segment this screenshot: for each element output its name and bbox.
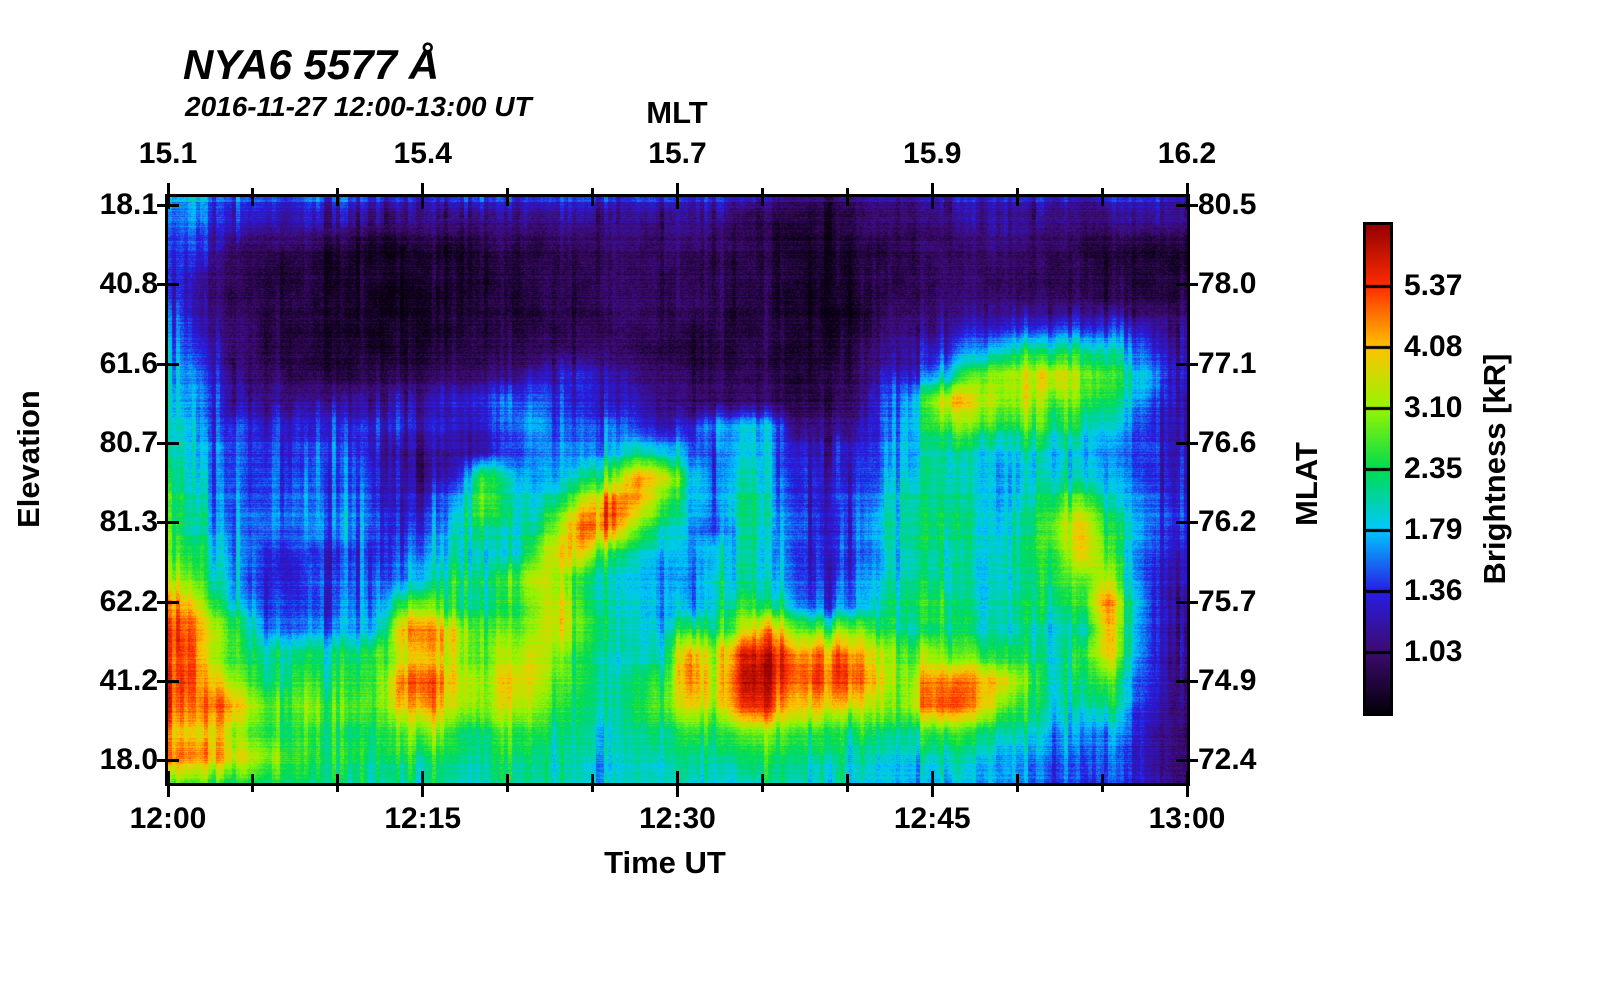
right-axis-tick-label: 76.2 [1198,505,1257,538]
bottom-axis-tick-label: 12:30 [639,802,716,835]
top-axis-minor-tick [251,188,255,206]
right-axis-tick [1176,520,1198,524]
colorbar-tick-label: 3.10 [1404,391,1463,424]
left-axis-tick [157,362,179,366]
top-axis-minor-tick [591,188,595,206]
bottom-axis-minor-tick [251,774,255,792]
bottom-axis-minor-tick [1015,774,1019,792]
left-axis-tick [157,758,179,762]
left-axis-tick [157,441,179,445]
right-axis-tick [1176,758,1198,762]
right-axis-tick-label: 77.1 [1198,347,1257,380]
top-axis-title: MLT [646,95,708,130]
bottom-axis-tick-label: 12:15 [384,802,462,835]
top-axis-minor-tick [506,188,510,206]
left-axis-tick-label: 62.2 [99,585,158,618]
top-axis-tick-label: 15.4 [393,137,452,170]
colorbar-tick-label: 1.79 [1404,513,1463,546]
right-axis-tick-label: 72.4 [1198,743,1257,776]
left-axis-tick-label: 18.1 [99,188,158,221]
left-axis-tick [157,282,179,286]
right-axis-tick-label: 78.0 [1198,267,1257,300]
top-axis-tick-label: 15.7 [648,137,707,170]
top-axis-minor-tick [845,188,849,206]
top-axis-major-tick [166,183,170,209]
bottom-axis-minor-tick [845,774,849,792]
bottom-axis-minor-tick [591,774,595,792]
right-axis-tick [1176,600,1198,604]
top-axis-major-tick [1185,183,1189,209]
bottom-axis-tick-label: 13:00 [1148,802,1226,835]
bottom-axis-major-tick [421,771,425,797]
left-axis-tick [157,679,179,683]
bottom-axis-title: Time UT [604,845,726,880]
bottom-axis-minor-tick [760,774,764,792]
right-axis-tick [1176,679,1198,683]
right-axis-tick [1176,203,1198,207]
bottom-axis-minor-tick [506,774,510,792]
plot-border [165,194,1190,786]
top-axis-tick-label: 15.9 [903,137,962,170]
left-axis-tick-label: 18.0 [99,743,158,776]
right-axis-tick-label: 75.7 [1198,585,1257,618]
bottom-axis-major-tick [930,771,934,797]
left-axis-tick [157,600,179,604]
top-axis-tick-label: 16.2 [1157,137,1217,170]
left-axis-tick [157,203,179,207]
colorbar-tick-label: 1.03 [1404,635,1463,668]
bottom-axis-tick-label: 12:45 [893,802,971,835]
bottom-axis-major-tick [166,771,170,797]
heatmap-canvas [168,197,1187,783]
left-axis-tick-label: 81.3 [99,505,158,538]
left-axis-tick-label: 61.6 [99,347,158,380]
right-axis-tick [1176,441,1198,445]
top-axis-major-tick [421,183,425,209]
bottom-axis-minor-tick [1100,774,1104,792]
plot-subtitle: 2016-11-27 12:00-13:00 UT [185,91,532,122]
colorbar-tick-label: 4.08 [1404,330,1463,363]
bottom-axis-major-tick [1185,771,1189,797]
top-axis-major-tick [676,183,679,209]
left-axis-tick-label: 40.8 [99,267,158,300]
bottom-axis-tick-label: 12:00 [129,802,207,835]
top-axis-major-tick [930,183,934,209]
left-axis-tick-label: 80.7 [99,426,158,459]
left-axis-tick-label: 41.2 [99,664,158,697]
right-axis-tick-label: 74.9 [1198,664,1257,697]
top-axis-tick-label: 15.1 [138,137,198,170]
plot-title: NYA6 5577 Å [183,41,440,88]
top-axis-minor-tick [1015,188,1019,206]
colorbar-tick-label: 1.36 [1404,574,1463,607]
right-axis-tick-label: 80.5 [1198,188,1257,221]
colorbar-tick-label: 2.35 [1404,452,1463,485]
right-axis-tick [1176,282,1198,286]
colorbar-tick-label: 5.37 [1404,269,1463,302]
colorbar-canvas [1363,222,1393,716]
right-axis-tick [1176,362,1198,366]
right-axis-tick-label: 76.6 [1198,426,1257,459]
top-axis-minor-tick [336,188,340,206]
bottom-axis-major-tick [676,771,679,797]
top-axis-minor-tick [760,188,764,206]
left-axis-tick [157,520,179,524]
bottom-axis-minor-tick [336,774,340,792]
top-axis-minor-tick [1100,188,1104,206]
